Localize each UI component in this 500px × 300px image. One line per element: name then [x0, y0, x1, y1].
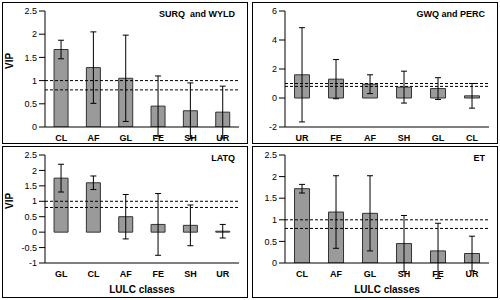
- svg-text:0: 0: [272, 93, 277, 103]
- svg-text:CL: CL: [296, 269, 308, 279]
- svg-text:SH: SH: [184, 133, 197, 143]
- svg-text:AF: AF: [364, 133, 376, 143]
- svg-text:2: 2: [272, 64, 277, 74]
- svg-text:GL: GL: [432, 133, 445, 143]
- svg-text:1: 1: [32, 196, 37, 206]
- svg-text:2.5: 2.5: [24, 150, 37, 160]
- svg-text:1: 1: [32, 76, 37, 86]
- svg-text:LULC classes: LULC classes: [109, 284, 175, 295]
- svg-text:AF: AF: [120, 269, 132, 279]
- svg-text:UR: UR: [466, 269, 479, 279]
- svg-text:GL: GL: [364, 269, 377, 279]
- svg-text:SH: SH: [398, 133, 411, 143]
- svg-text:SH: SH: [184, 269, 197, 279]
- svg-text:AF: AF: [88, 133, 100, 143]
- svg-text:UR: UR: [216, 133, 229, 143]
- svg-text:2: 2: [32, 166, 37, 176]
- svg-text:0: 0: [32, 122, 37, 132]
- svg-text:6: 6: [272, 6, 277, 16]
- svg-text:VIP: VIP: [8, 193, 15, 209]
- svg-text:-1: -1: [29, 258, 37, 268]
- svg-text:FE: FE: [152, 133, 164, 143]
- svg-text:2: 2: [32, 29, 37, 39]
- html-text:LATQ: LATQ: [211, 153, 235, 163]
- svg-text:AF: AF: [330, 269, 342, 279]
- svg-text:FE: FE: [152, 269, 164, 279]
- svg-text:0.5: 0.5: [24, 212, 37, 222]
- svg-text:VIP: VIP: [8, 53, 15, 69]
- svg-text:UR: UR: [296, 133, 309, 143]
- svg-text:CL: CL: [466, 133, 478, 143]
- svg-text:-2: -2: [269, 122, 277, 132]
- svg-text:FE: FE: [330, 133, 342, 143]
- svg-text:0: 0: [272, 258, 277, 268]
- svg-text:0: 0: [32, 227, 37, 237]
- svg-text:2: 2: [272, 172, 277, 182]
- svg-text:1.5: 1.5: [264, 193, 277, 203]
- svg-text:SH: SH: [398, 269, 411, 279]
- svg-text:1.5: 1.5: [24, 181, 37, 191]
- svg-text:GL: GL: [120, 133, 133, 143]
- svg-text:4: 4: [272, 35, 277, 45]
- html-text:ET: ET: [473, 153, 485, 163]
- svg-text:CL: CL: [55, 133, 67, 143]
- svg-text:1.5: 1.5: [24, 53, 37, 63]
- html-text:GWQ and PERC: GWQ and PERC: [416, 9, 485, 19]
- svg-text:0.5: 0.5: [24, 99, 37, 109]
- svg-text:2.5: 2.5: [24, 6, 37, 16]
- svg-text:2.5: 2.5: [264, 150, 277, 160]
- svg-text:1: 1: [272, 215, 277, 225]
- svg-text:-0.5: -0.5: [21, 243, 37, 253]
- html-text:SURQ and WYLD: SURQ and WYLD: [159, 9, 235, 19]
- svg-text:UR: UR: [216, 269, 229, 279]
- svg-text:CL: CL: [88, 269, 100, 279]
- svg-text:0.5: 0.5: [264, 237, 277, 247]
- svg-text:LULC classes: LULC classes: [354, 284, 420, 295]
- svg-text:FE: FE: [432, 269, 444, 279]
- svg-text:GL: GL: [55, 269, 68, 279]
